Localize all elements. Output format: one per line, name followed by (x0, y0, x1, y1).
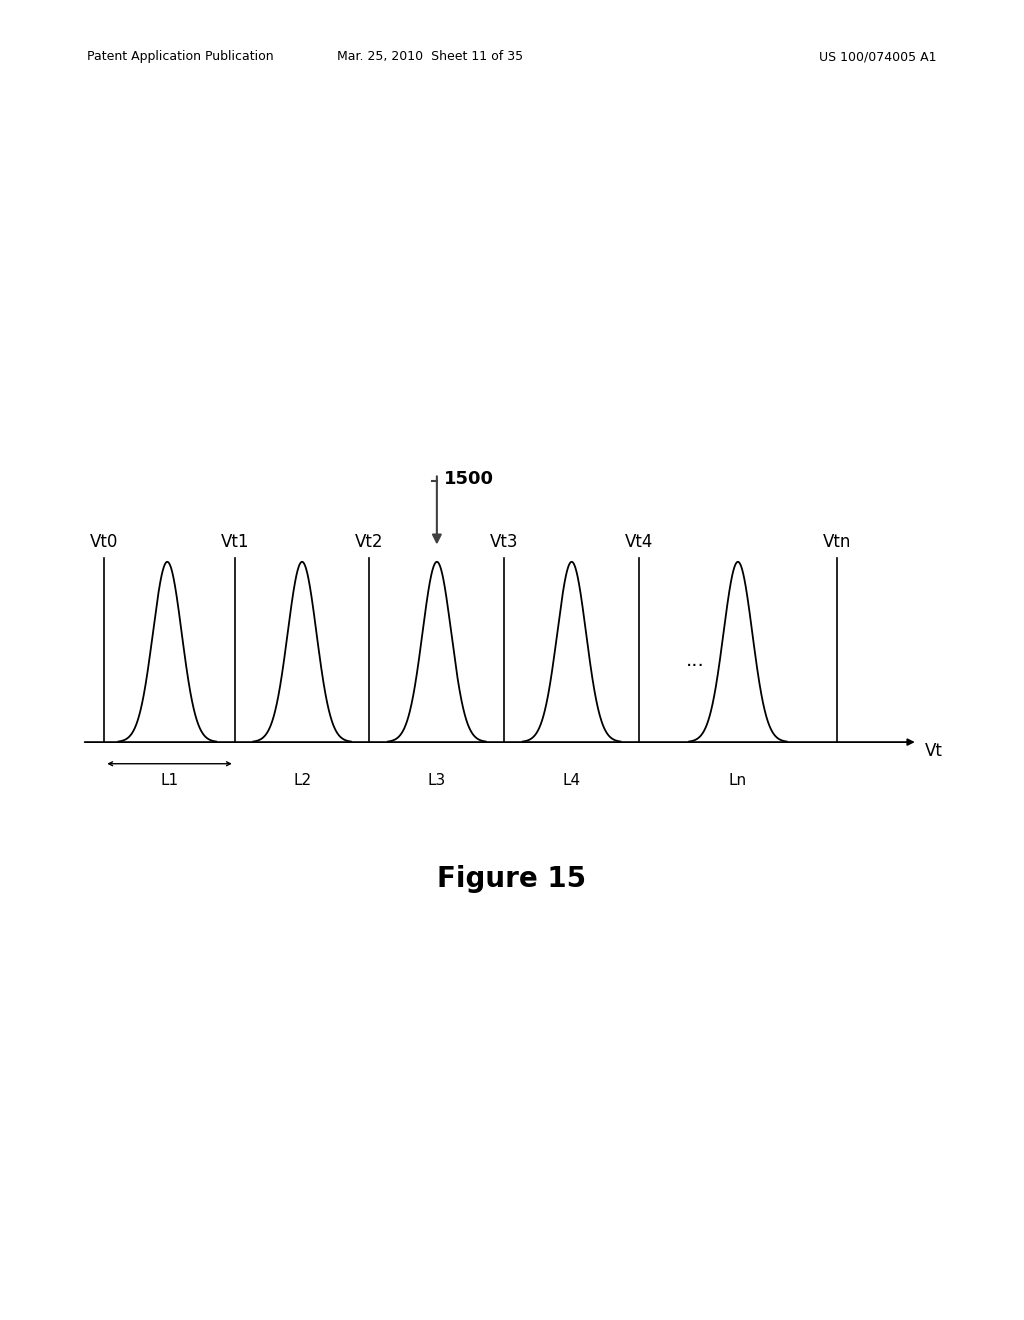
Text: Vt4: Vt4 (625, 533, 653, 550)
Text: L3: L3 (428, 772, 446, 788)
Text: Vt0: Vt0 (90, 533, 119, 550)
Text: US 100/074005 A1: US 100/074005 A1 (819, 50, 937, 63)
Text: L4: L4 (562, 772, 581, 788)
Text: Vt2: Vt2 (355, 533, 384, 550)
Text: Patent Application Publication: Patent Application Publication (87, 50, 273, 63)
Text: Vtn: Vtn (822, 533, 851, 550)
Text: L1: L1 (161, 772, 178, 788)
Text: Vt: Vt (925, 742, 943, 760)
Text: Ln: Ln (729, 772, 746, 788)
Text: 1500: 1500 (444, 470, 494, 488)
Text: ...: ... (685, 652, 705, 671)
Text: Figure 15: Figure 15 (437, 865, 587, 892)
Text: Vt1: Vt1 (220, 533, 249, 550)
Text: Mar. 25, 2010  Sheet 11 of 35: Mar. 25, 2010 Sheet 11 of 35 (337, 50, 523, 63)
Text: Vt3: Vt3 (490, 533, 518, 550)
Text: L2: L2 (293, 772, 311, 788)
